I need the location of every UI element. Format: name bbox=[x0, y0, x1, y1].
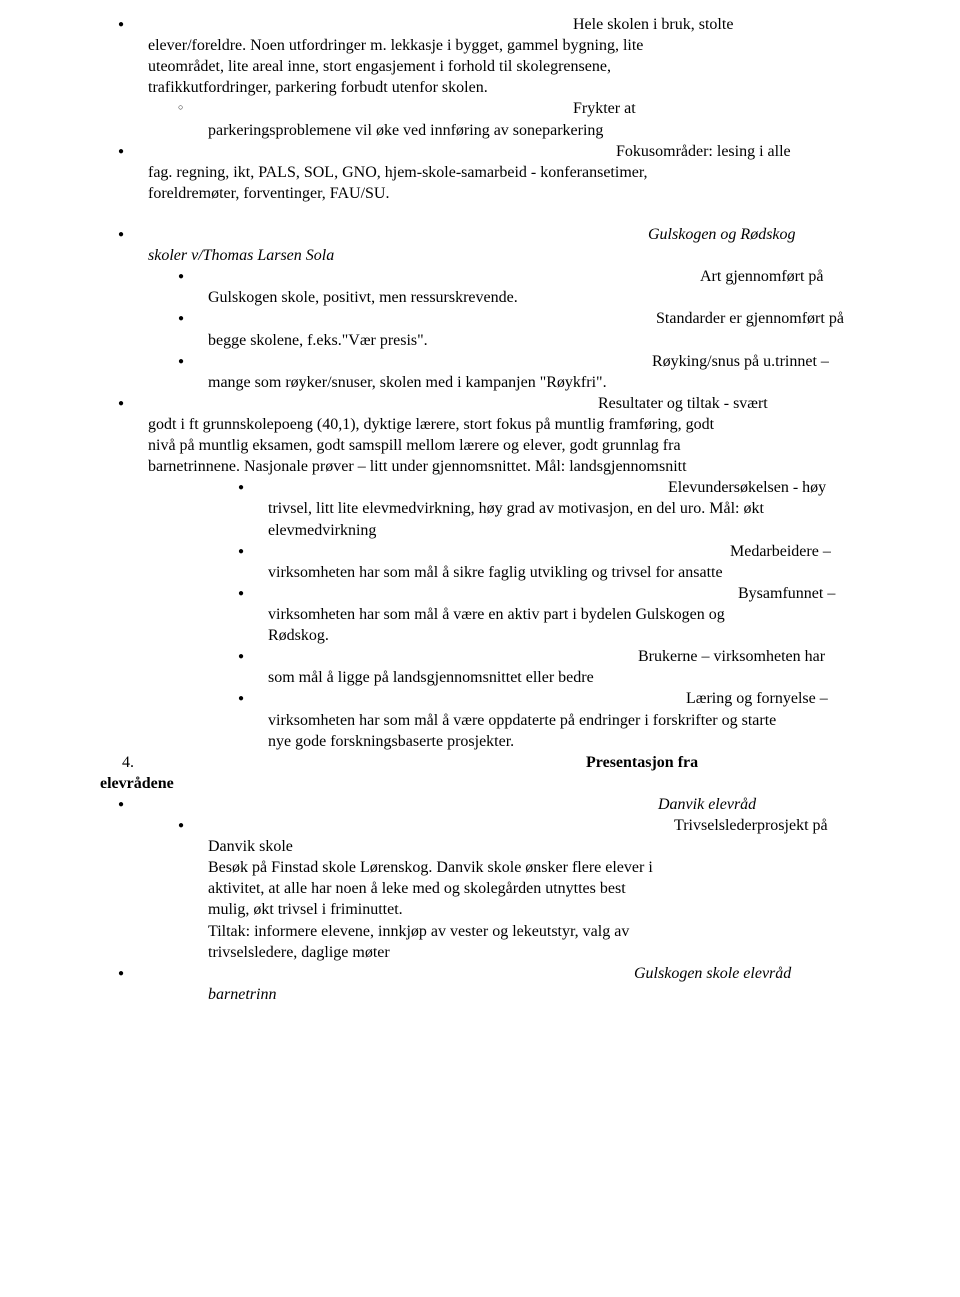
text: trivsel, litt lite elevmedvirkning, høy … bbox=[268, 498, 860, 519]
list-item: ● Læring og fornyelse – virksomheten har… bbox=[100, 688, 860, 751]
text: virksomheten har som mål å være en aktiv… bbox=[268, 604, 860, 625]
text: nivå på muntlig eksamen, godt samspill m… bbox=[148, 435, 860, 456]
text-italic: Gulskogen og Rødskog bbox=[148, 224, 860, 245]
text: Læring og fornyelse – bbox=[268, 688, 860, 709]
bullet-icon: ● bbox=[238, 545, 244, 558]
text: foreldremøter, forventinger, FAU/SU. bbox=[148, 183, 860, 204]
bullet-icon: ● bbox=[178, 819, 184, 832]
spacer bbox=[100, 204, 860, 224]
heading-4-cont: elevrådene bbox=[100, 773, 860, 794]
bullet-icon: ● bbox=[118, 228, 124, 241]
text: Røyking/snus på u.trinnet – bbox=[208, 351, 860, 372]
list-item-cont: barnetrinn bbox=[100, 984, 860, 1005]
list-item: ● Trivselslederprosjekt på Danvik skole … bbox=[100, 815, 860, 963]
text: mulig, økt trivsel i friminuttet. bbox=[208, 899, 860, 920]
text: Bysamfunnet – bbox=[268, 583, 860, 604]
text: Frykter at bbox=[208, 98, 860, 119]
text: Resultater og tiltak - svært bbox=[148, 393, 860, 414]
list-item: ○ Frykter at parkeringsproblemene vil øk… bbox=[100, 98, 860, 140]
list-item: ● Bysamfunnet – virksomheten har som mål… bbox=[100, 583, 860, 646]
list-item: ● Røyking/snus på u.trinnet – mange som … bbox=[100, 351, 860, 393]
bullet-icon: ● bbox=[118, 967, 124, 980]
list-item: ● Elevundersøkelsen - høy trivsel, litt … bbox=[100, 477, 860, 540]
text: Besøk på Finstad skole Lørenskog. Danvik… bbox=[208, 857, 860, 878]
list-item: ● Danvik elevråd bbox=[100, 794, 860, 815]
text: Art gjennomført på bbox=[208, 266, 860, 287]
bullet-icon: ● bbox=[118, 798, 124, 811]
bullet-icon: ● bbox=[178, 312, 184, 325]
bullet-icon: ● bbox=[178, 355, 184, 368]
bullet-icon: ● bbox=[118, 145, 124, 158]
text: Hele skolen i bruk, stolte bbox=[148, 14, 860, 35]
text: Trivselslederprosjekt på bbox=[208, 815, 860, 836]
text-italic: barnetrinn bbox=[208, 984, 860, 1005]
bullet-icon: ● bbox=[238, 587, 244, 600]
text: Fokusområder: lesing i alle bbox=[148, 141, 860, 162]
text: Tiltak: informere elevene, innkjøp av ve… bbox=[208, 921, 860, 942]
text-italic: Danvik elevråd bbox=[148, 794, 860, 815]
text-italic: Gulskogen skole elevråd bbox=[148, 963, 860, 984]
text: Medarbeidere – bbox=[268, 541, 860, 562]
text: som mål å ligge på landsgjennomsnittet e… bbox=[268, 667, 860, 688]
text: begge skolene, f.eks."Vær presis". bbox=[208, 330, 860, 351]
text: virksomheten har som mål å være oppdater… bbox=[268, 710, 860, 731]
text: godt i ft grunnskolepoeng (40,1), dyktig… bbox=[148, 414, 860, 435]
heading-text: elevrådene bbox=[100, 773, 860, 794]
list-item: ● Fokusområder: lesing i alle fag. regni… bbox=[100, 141, 860, 204]
list-item: ● Resultater og tiltak - svært godt i ft… bbox=[100, 393, 860, 477]
bullet-icon: ● bbox=[238, 650, 244, 663]
text: barnetrinnene. Nasjonale prøver – litt u… bbox=[148, 456, 860, 477]
bullet-icon: ● bbox=[178, 270, 184, 283]
text: Danvik skole bbox=[208, 836, 860, 857]
text: nye gode forskningsbaserte prosjekter. bbox=[268, 731, 860, 752]
text: parkeringsproblemene vil øke ved innføri… bbox=[208, 120, 860, 141]
document-page: ● Hele skolen i bruk, stolte elever/fore… bbox=[0, 0, 960, 1045]
list-item: ● Standarder er gjennomført på begge sko… bbox=[100, 308, 860, 350]
list-item: ● Brukerne – virksomheten har som mål å … bbox=[100, 646, 860, 688]
list-item: ● Gulskogen skole elevråd bbox=[100, 963, 860, 984]
text: trafikkutfordringer, parkering forbudt u… bbox=[148, 77, 860, 98]
text: Brukerne – virksomheten har bbox=[268, 646, 860, 667]
list-item: ● Medarbeidere – virksomheten har som må… bbox=[100, 541, 860, 583]
bullet-icon: ● bbox=[238, 692, 244, 705]
text: mange som røyker/snuser, skolen med i ka… bbox=[208, 372, 860, 393]
bullet-icon: ● bbox=[238, 481, 244, 494]
heading-text: Presentasjon fra bbox=[148, 752, 860, 773]
list-item: ● Hele skolen i bruk, stolte elever/fore… bbox=[100, 14, 860, 98]
text: trivselsledere, daglige møter bbox=[208, 942, 860, 963]
heading-4: 4. Presentasjon fra bbox=[148, 752, 860, 773]
bullet-icon: ● bbox=[118, 397, 124, 410]
text: elever/foreldre. Noen utfordringer m. le… bbox=[148, 35, 860, 56]
text: Rødskog. bbox=[268, 625, 860, 646]
text: Gulskogen skole, positivt, men ressurskr… bbox=[208, 287, 860, 308]
circle-bullet-icon: ○ bbox=[178, 102, 183, 114]
list-number: 4. bbox=[122, 752, 134, 773]
text: Elevundersøkelsen - høy bbox=[268, 477, 860, 498]
list-item: ● Gulskogen og Rødskog skoler v/Thomas L… bbox=[100, 224, 860, 266]
text-italic: skoler v/Thomas Larsen Sola bbox=[148, 245, 860, 266]
bullet-icon: ● bbox=[118, 18, 124, 31]
text: Standarder er gjennomført på bbox=[208, 308, 860, 329]
text: aktivitet, at alle har noen å leke med o… bbox=[208, 878, 860, 899]
text: virksomheten har som mål å sikre faglig … bbox=[268, 562, 860, 583]
text: fag. regning, ikt, PALS, SOL, GNO, hjem-… bbox=[148, 162, 860, 183]
text: elevmedvirkning bbox=[268, 520, 860, 541]
text: uteområdet, lite areal inne, stort engas… bbox=[148, 56, 860, 77]
list-item: ● Art gjennomført på Gulskogen skole, po… bbox=[100, 266, 860, 308]
